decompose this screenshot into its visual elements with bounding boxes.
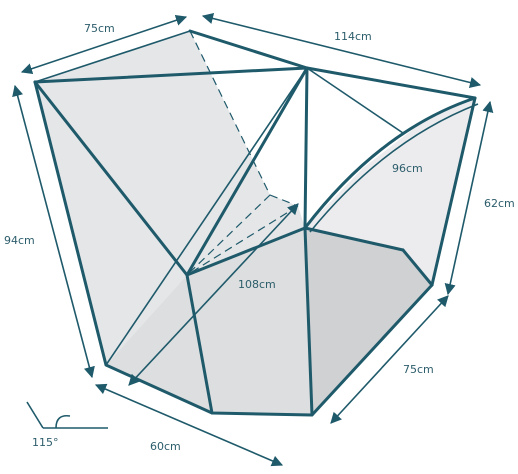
angle-marker [26, 401, 108, 429]
dimension-bottom-right: 75cm [403, 363, 434, 376]
back-left-panel [35, 31, 305, 365]
dimension-lines [12, 13, 494, 467]
dimension-top-right: 114cm [334, 30, 372, 43]
labels: 75cm 114cm 62cm 94cm 96cm 108cm 75cm 60c… [4, 22, 515, 453]
dimension-bottom-left: 60cm [150, 440, 181, 453]
dimension-right-height: 62cm [484, 197, 515, 210]
dimension-left-height: 94cm [4, 234, 35, 247]
dimension-diagonal: 108cm [238, 278, 276, 291]
dimension-top-left: 75cm [84, 22, 115, 35]
right-wing-panel [305, 98, 475, 285]
angle-label: 115° [32, 436, 59, 449]
dimension-inner-curve: 96cm [392, 162, 423, 175]
panels [35, 31, 475, 415]
